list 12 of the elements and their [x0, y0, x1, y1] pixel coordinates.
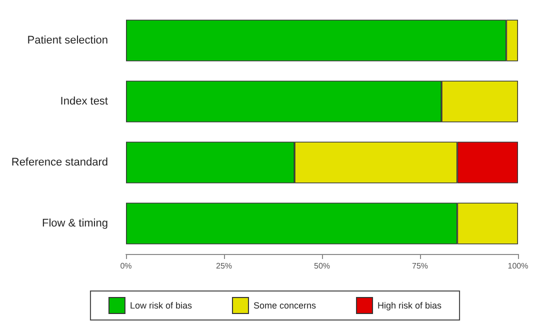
legend-label: High risk of bias	[378, 300, 442, 310]
y-tick-label: Index test	[60, 96, 108, 108]
x-tick-label: 100%	[508, 262, 528, 270]
x-tick-label: 50%	[314, 262, 330, 270]
y-tick-label: Reference standard	[11, 156, 108, 168]
y-tick-label: Flow & timing	[42, 218, 108, 230]
y-tick-label: Patient selection	[27, 34, 108, 46]
x-tick-label: 75%	[412, 262, 428, 270]
legend-label: Some concerns	[253, 300, 317, 310]
x-tick-label: 0%	[120, 262, 132, 270]
legend-label: Low risk of bias	[130, 300, 192, 310]
x-tick-label: 25%	[216, 262, 232, 270]
